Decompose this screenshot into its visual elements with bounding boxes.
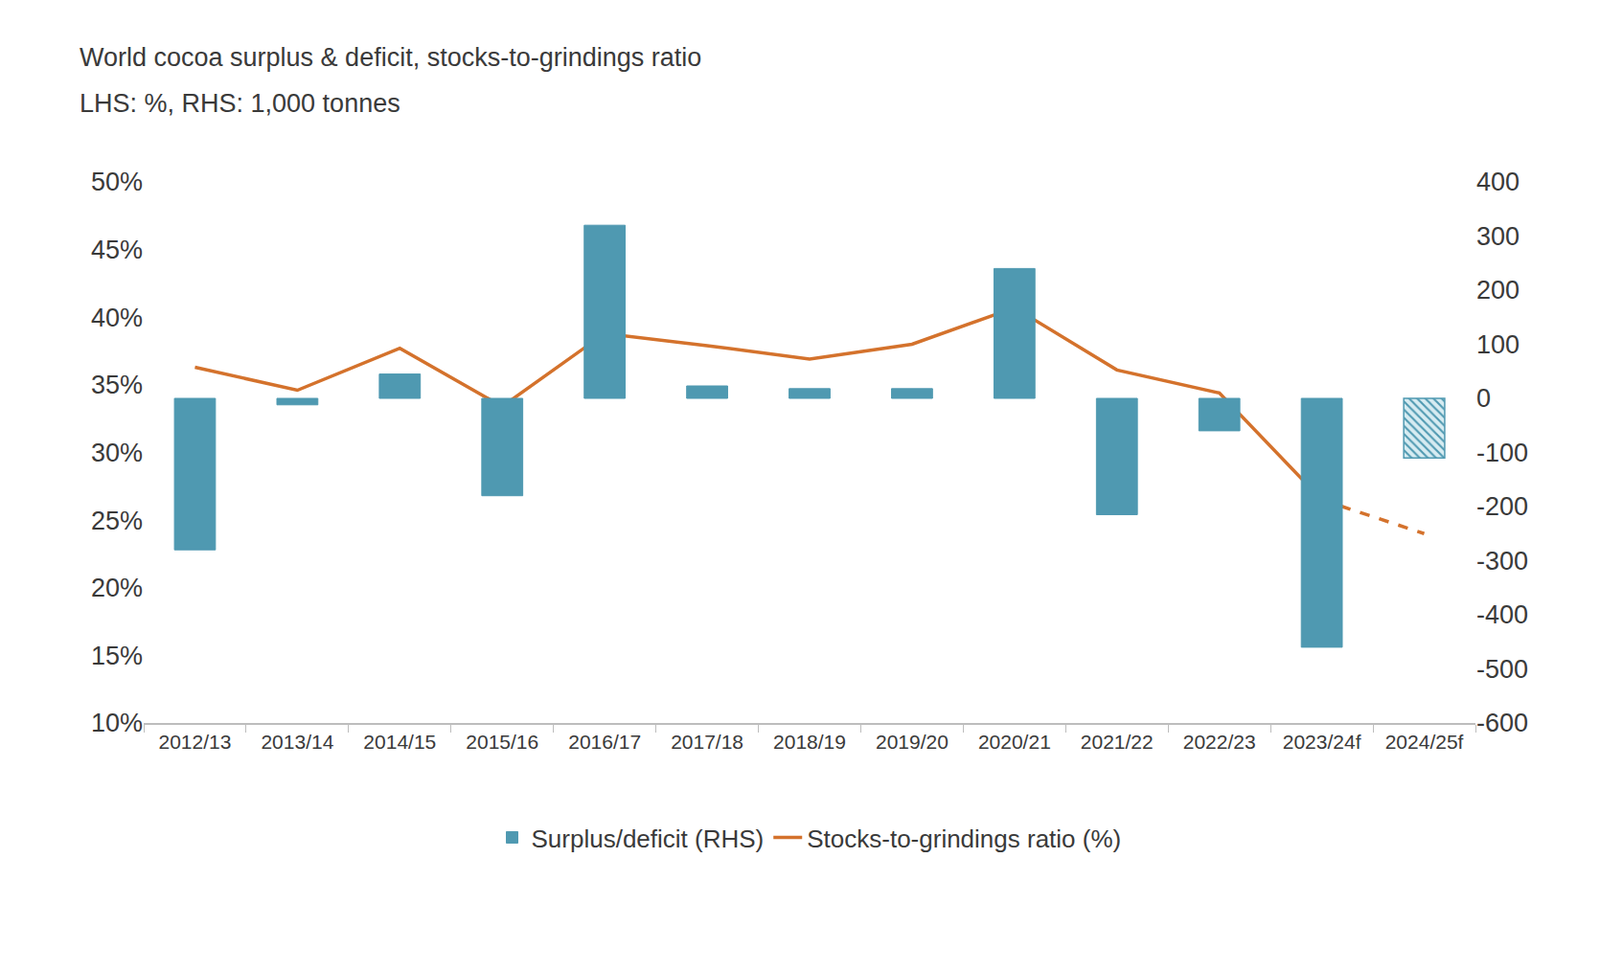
svg-text:World cocoa surplus & deficit,: World cocoa surplus & deficit, stocks-to… (79, 43, 702, 72)
svg-text:-200: -200 (1476, 492, 1529, 522)
svg-text:30%: 30% (91, 438, 143, 468)
svg-text:-300: -300 (1476, 547, 1529, 576)
svg-text:2017/18: 2017/18 (670, 731, 744, 754)
svg-text:2018/19: 2018/19 (773, 731, 846, 754)
svg-text:35%: 35% (91, 370, 143, 400)
svg-text:2015/16: 2015/16 (465, 731, 539, 754)
svg-text:2021/22: 2021/22 (1080, 731, 1154, 754)
svg-text:2019/20: 2019/20 (875, 731, 949, 754)
svg-text:2013/14: 2013/14 (260, 731, 334, 754)
svg-text:-100: -100 (1476, 438, 1529, 468)
svg-text:Surplus/deficit (RHS): Surplus/deficit (RHS) (531, 824, 765, 854)
svg-text:-500: -500 (1476, 655, 1529, 685)
svg-text:2022/23: 2022/23 (1183, 731, 1257, 754)
svg-text:-600: -600 (1476, 708, 1529, 738)
svg-text:2012/13: 2012/13 (158, 731, 231, 754)
svg-text:200: 200 (1476, 275, 1520, 305)
svg-text:2023/24f: 2023/24f (1282, 731, 1362, 754)
svg-text:15%: 15% (91, 641, 143, 671)
svg-text:2020/21: 2020/21 (978, 731, 1052, 754)
svg-text:2014/15: 2014/15 (363, 731, 436, 754)
svg-text:Stocks-to-grindings ratio (%): Stocks-to-grindings ratio (%) (806, 824, 1121, 854)
svg-text:45%: 45% (91, 235, 143, 265)
svg-text:40%: 40% (91, 303, 143, 333)
svg-text:2024/25f: 2024/25f (1385, 731, 1464, 754)
svg-text:-400: -400 (1476, 600, 1529, 630)
svg-text:400: 400 (1476, 167, 1520, 197)
svg-text:20%: 20% (91, 573, 143, 603)
svg-text:100: 100 (1476, 330, 1520, 360)
svg-text:25%: 25% (91, 506, 143, 536)
svg-text:300: 300 (1476, 222, 1520, 252)
svg-text:10%: 10% (91, 708, 143, 738)
svg-text:2016/17: 2016/17 (568, 731, 641, 754)
svg-text:0: 0 (1476, 384, 1491, 413)
svg-text:LHS: %, RHS: 1,000 tonnes: LHS: %, RHS: 1,000 tonnes (79, 89, 401, 118)
svg-text:50%: 50% (91, 167, 143, 197)
